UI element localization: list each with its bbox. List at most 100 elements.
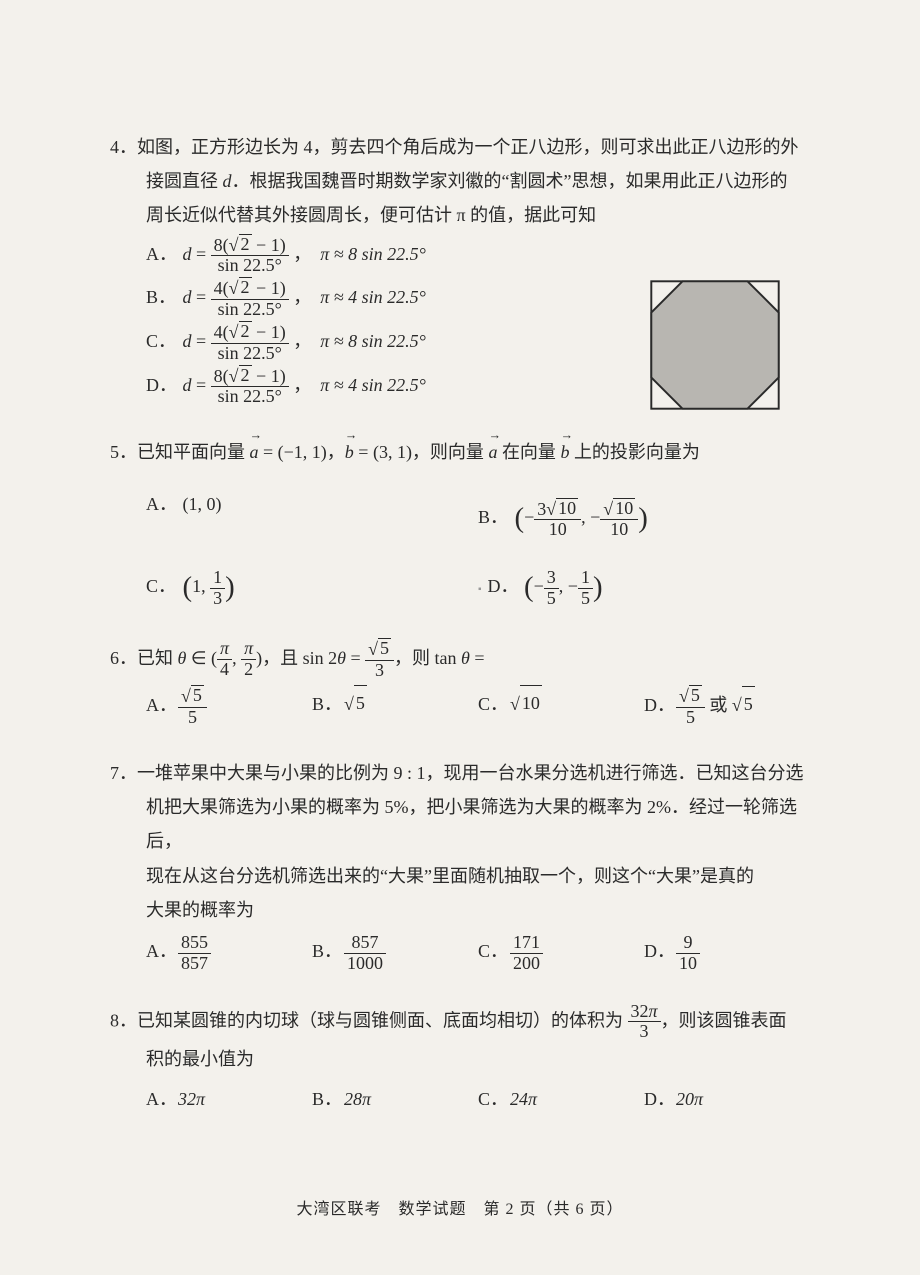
q6-options: A．55 B．5 C．10 D．55 或 5 — [146, 686, 810, 728]
q6-s1: 已知 — [137, 648, 178, 668]
q4-d-pi: π ≈ 4 sin 22.5° — [320, 375, 426, 395]
q5-c-label: C． — [146, 569, 178, 603]
q4-c-label: C． — [146, 320, 178, 363]
q4-b-num-coef: 4 — [214, 278, 223, 298]
q7-d-num: 9 — [676, 933, 700, 954]
q5-stem: 5．已知平面向量 a = (−1, 1)，b = (3, 1)，则向量 a 在向… — [110, 435, 810, 469]
q8-d-val: 20π — [676, 1089, 703, 1109]
q6-a-label: A． — [146, 688, 178, 722]
q6-option-a: A．55 — [146, 686, 312, 728]
q5-option-d: ▪D． (−35, −15) — [478, 556, 810, 611]
q4-number: 4． — [110, 137, 137, 157]
exam-page: 4．如图，正方形边长为 4，剪去四个角后成为一个正八边形，则可求出此正八边形的外… — [0, 0, 920, 1275]
q6-option-b: B．5 — [312, 686, 478, 728]
q6-c-label: C． — [478, 687, 510, 721]
q4-d-label: D． — [146, 364, 178, 407]
q4-d-num-coef: 8 — [214, 366, 223, 386]
q8-s1: 已知某圆锥的内切球（球与圆锥侧面、底面均相切）的体积为 — [137, 1010, 628, 1030]
q8-b-val: 28π — [344, 1089, 371, 1109]
q7-c-num: 171 — [510, 933, 543, 954]
q7-b-num: 857 — [344, 933, 386, 954]
q7-option-b: B．8571000 — [312, 933, 478, 974]
q6-s2: ，且 sin 2 — [262, 648, 337, 668]
q7-a-num: 855 — [178, 933, 211, 954]
q7-option-d: D．910 — [644, 933, 810, 974]
page-footer: 大湾区联考 数学试题 第 2 页（共 6 页） — [0, 1195, 920, 1225]
q6-d-label: D． — [644, 688, 676, 722]
q8-a-val: 32π — [178, 1089, 205, 1109]
q5-s2: = (−1, 1)， — [259, 442, 345, 462]
q5-option-a: A． (1, 0) — [146, 487, 478, 542]
q8-b-label: B． — [312, 1082, 344, 1116]
q4-a-pi: π ≈ 8 sin 22.5° — [320, 244, 426, 264]
q8-c-label: C． — [478, 1082, 510, 1116]
q6-option-d: D．55 或 5 — [644, 686, 810, 728]
q4-c-den: sin 22.5° — [211, 344, 289, 364]
q8-c-val: 24π — [510, 1089, 537, 1109]
q5-row1: A． (1, 0) B． (−31010, −1010) — [146, 487, 810, 542]
q8-option-c: C．24π — [478, 1082, 644, 1116]
q5-a-val: (1, 0) — [183, 494, 222, 514]
q7-line1: 7．一堆苹果中大果与小果的比例为 9 : 1，现用一台水果分选机进行筛选．已知这… — [110, 756, 810, 790]
q4-line2-a: 接圆直径 — [146, 171, 223, 191]
q6-option-c: C．10 — [478, 686, 644, 728]
q4-stem: 4．如图，正方形边长为 4，剪去四个角后成为一个正八边形，则可求出此正八边形的外 — [110, 130, 810, 164]
q8-option-d: D．20π — [644, 1082, 810, 1116]
q4-a-label: A． — [146, 233, 178, 276]
question-5: 5．已知平面向量 a = (−1, 1)，b = (3, 1)，则向量 a 在向… — [110, 435, 810, 611]
q7-a-den: 857 — [178, 954, 211, 974]
q4-b-den: sin 22.5° — [211, 300, 289, 320]
q7-d-den: 10 — [676, 954, 700, 974]
q5-s3: = (3, 1)，则向量 — [354, 442, 489, 462]
q8-option-b: B．28π — [312, 1082, 478, 1116]
q4-line3: 周长近似代替其外接圆周长，便可估计 π 的值，据此可知 — [146, 198, 810, 232]
q7-d-label: D． — [644, 934, 676, 968]
q8-option-a: A．32π — [146, 1082, 312, 1116]
q6-s5: = — [470, 648, 485, 668]
q4-d-den: sin 22.5° — [211, 387, 289, 407]
q4-a-den: sin 22.5° — [211, 256, 289, 276]
q6-s4: ，则 tan — [394, 648, 461, 668]
q7-number: 7． — [110, 763, 137, 783]
question-6: 6．已知 θ ∈ (π4, π2)，且 sin 2θ = 53，则 tan θ … — [110, 639, 810, 728]
q4-line2: 接圆直径 d．根据我国魏晋时期数学家刘徽的“割圆术”思想，如果用此正八边形的 — [146, 164, 810, 198]
q6-b-label: B． — [312, 687, 344, 721]
q5-s5: 上的投影向量为 — [569, 442, 700, 462]
q8-a-label: A． — [146, 1082, 178, 1116]
q8-options: A．32π B．28π C．24π D．20π — [146, 1082, 810, 1116]
q5-b-label: B． — [478, 500, 510, 534]
q7-options: A．855857 B．8571000 C．171200 D．910 — [146, 933, 810, 974]
q5-option-b: B． (−31010, −1010) — [478, 487, 810, 542]
q4-b-label: B． — [146, 276, 178, 319]
q7-s1: 一堆苹果中大果与小果的比例为 9 : 1，现用一台水果分选机进行筛选．已知这台分… — [137, 763, 804, 783]
q4-c-pi: π ≈ 8 sin 22.5° — [320, 331, 426, 351]
q6-s3: = — [346, 648, 365, 668]
q6-d-tail: 或 — [705, 695, 732, 715]
question-8: 8．已知某圆锥的内切球（球与圆锥侧面、底面均相切）的体积为 32π3，则该圆锥表… — [110, 1002, 810, 1117]
q6-number: 6． — [110, 648, 137, 668]
q4-option-a: A． d = 8(2 − 1)sin 22.5° ， π ≈ 8 sin 22.… — [146, 233, 810, 277]
q7-b-label: B． — [312, 934, 344, 968]
q7-b-den: 1000 — [344, 954, 386, 974]
q4-a-num-coef: 8 — [214, 235, 223, 255]
q8-number: 8． — [110, 1010, 137, 1030]
question-4: 4．如图，正方形边长为 4，剪去四个角后成为一个正八边形，则可求出此正八边形的外… — [110, 130, 810, 407]
q6-stem: 6．已知 θ ∈ (π4, π2)，且 sin 2θ = 53，则 tan θ … — [110, 639, 810, 681]
q8-line1: 8．已知某圆锥的内切球（球与圆锥侧面、底面均相切）的体积为 32π3，则该圆锥表… — [110, 1002, 810, 1043]
q7-option-c: C．171200 — [478, 933, 644, 974]
octagon-figure-icon — [650, 280, 780, 410]
q8-line2: 积的最小值为 — [146, 1042, 810, 1076]
q4-line1: 如图，正方形边长为 4，剪去四个角后成为一个正八边形，则可求出此正八边形的外 — [137, 137, 799, 157]
q8-d-label: D． — [644, 1082, 676, 1116]
q5-row2: C． (1, 13) ▪D． (−35, −15) — [146, 556, 810, 611]
q5-number: 5． — [110, 442, 137, 462]
q7-line4: 大果的概率为 — [146, 893, 810, 927]
q4-c-num-coef: 4 — [214, 322, 223, 342]
q7-line3: 现在从这台分选机筛选出来的“大果”里面随机抽取一个，则这个“大果”是真的 — [146, 859, 810, 893]
q8-s1b: ，则该圆锥表面 — [661, 1010, 787, 1030]
q4-d-symbol: d — [223, 171, 232, 191]
q4-line2-b: ．根据我国魏晋时期数学家刘徽的“割圆术”思想，如果用此正八边形的 — [232, 171, 788, 191]
q7-c-label: C． — [478, 934, 510, 968]
marker-dot-icon: ▪ — [478, 584, 482, 595]
q4-b-pi: π ≈ 4 sin 22.5° — [320, 287, 426, 307]
